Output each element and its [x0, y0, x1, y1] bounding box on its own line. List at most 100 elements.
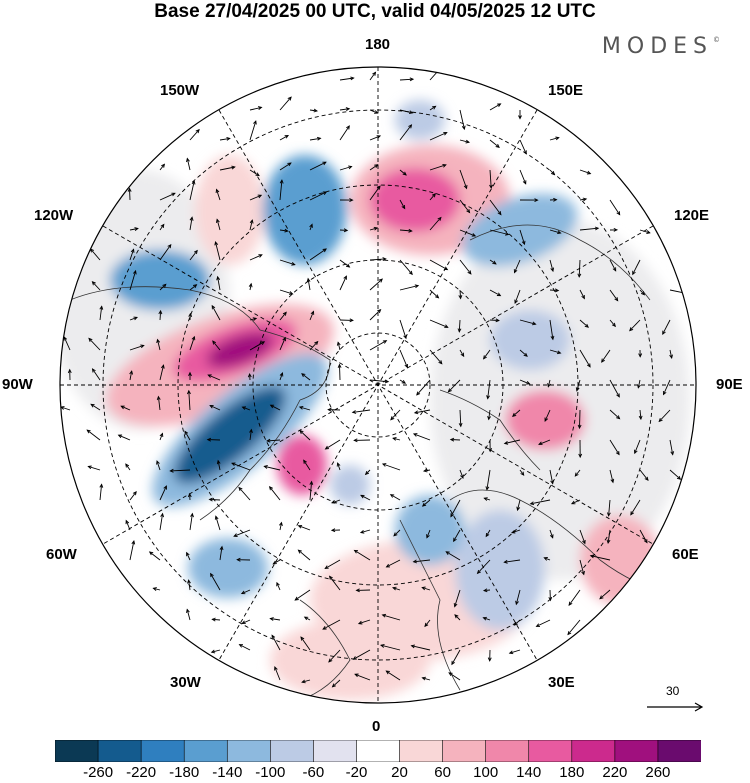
wind-arrow-head: [638, 353, 643, 358]
wind-arrow: [129, 228, 138, 231]
wind-arrow: [157, 396, 161, 411]
wind-arrow-head: [349, 198, 354, 203]
wind-arrow-head: [301, 679, 306, 684]
wind-arrow: [270, 618, 281, 621]
wind-arrow: [369, 379, 389, 383]
wind-arrow: [299, 406, 311, 411]
wind-arrow: [328, 649, 341, 663]
colorbar-tick-label: 60: [434, 764, 451, 781]
wind-arrow: [186, 609, 191, 621]
wind-arrow: [159, 433, 163, 441]
wind-arrow-head: [248, 282, 253, 288]
wind-arrow: [322, 619, 341, 630]
wind-arrow-head: [163, 485, 167, 490]
wind-arrow-head: [313, 108, 319, 113]
lon-label-120w: 120W: [34, 207, 74, 224]
wind-arrow-head: [453, 537, 457, 543]
wind-arrow: [380, 644, 401, 651]
wind-arrow-head: [306, 277, 311, 283]
wind-arrow: [301, 679, 311, 683]
wind-arrow-head: [488, 448, 493, 453]
wind-arrow-head: [485, 532, 490, 538]
wind-arrow-head: [412, 433, 418, 437]
wind-arrow-head: [348, 165, 353, 170]
wind-arrow-head: [131, 539, 136, 545]
wind-arrow: [609, 319, 616, 327]
wind-arrow: [429, 164, 447, 171]
wind-arrow-head: [408, 228, 413, 233]
wind-arrow-head: [483, 497, 488, 501]
wind-arrow: [536, 619, 551, 627]
wind-arrow-head: [438, 67, 443, 70]
wind-arrow: [609, 409, 620, 420]
wind-arrow: [88, 338, 101, 351]
wind-arrow: [486, 469, 491, 490]
wind-arrow: [630, 499, 641, 516]
wind-arrow-head: [120, 405, 125, 410]
wind-arrow-head: [458, 422, 463, 428]
wind-arrow: [399, 349, 408, 368]
wind-arrow-head: [556, 350, 562, 355]
wind-arrow-head: [529, 501, 535, 506]
wind-arrow-head: [328, 575, 333, 580]
wind-arrow-head: [207, 374, 212, 378]
wind-arrow: [429, 349, 443, 364]
wind-arrow: [669, 439, 674, 455]
wind-arrow: [216, 219, 221, 231]
wind-arrow-head: [485, 486, 490, 491]
wind-arrow-head: [240, 590, 246, 595]
wind-arrow: [549, 229, 561, 234]
wind-arrow: [159, 283, 167, 291]
colorbar-swatch: [183, 740, 228, 762]
wind-arrow-head: [380, 644, 385, 648]
wind-arrow: [159, 365, 164, 381]
wind-arrow-head: [284, 228, 289, 233]
wind-arrow: [90, 403, 101, 411]
lon-label-150w: 150W: [160, 82, 200, 99]
wind-arrow-head: [343, 275, 347, 280]
wind-arrow: [125, 463, 131, 471]
colorbar-tick-label: 220: [602, 764, 628, 781]
wind-arrow-head: [263, 465, 268, 469]
wind-arrow-head: [463, 184, 468, 190]
wind-arrow-head: [241, 620, 246, 625]
wind-arrow-head: [547, 383, 551, 388]
colorbar-tick-label: 20: [391, 764, 408, 781]
wind-arrow: [215, 516, 221, 531]
wind-arrow: [426, 529, 431, 538]
wind-arrow: [669, 349, 673, 359]
wind-arrow-head: [577, 424, 582, 430]
colorbar-swatch: [140, 740, 185, 762]
wind-arrow-head: [508, 650, 514, 655]
wind-arrow: [519, 229, 525, 245]
wind-arrow: [231, 462, 251, 471]
wind-arrow-head: [287, 162, 292, 167]
wind-arrow-head: [492, 260, 497, 265]
wind-arrow-head: [303, 459, 307, 464]
wind-arrow-head: [337, 363, 342, 368]
wind-arrow: [189, 513, 193, 531]
wind-arrow-head: [373, 226, 379, 231]
wind-arrow: [217, 276, 221, 291]
wind-arrow-head: [210, 572, 214, 578]
wind-arrow: [129, 344, 144, 351]
wind-arrow: [450, 439, 461, 441]
wind-arrow-head: [578, 453, 583, 459]
wind-arrow-head: [662, 330, 666, 336]
wind-arrow-head: [330, 528, 336, 533]
wind-arrow-head: [87, 465, 92, 470]
wind-arrow: [424, 619, 431, 627]
wind-arrow-head: [67, 368, 72, 374]
wind-arrow: [325, 439, 341, 450]
wind-arrow-head: [359, 529, 365, 534]
wind-arrow-head: [421, 676, 426, 681]
wind-arrow-head: [303, 616, 309, 621]
wind-arrow: [393, 529, 401, 537]
wind-arrow: [549, 137, 559, 141]
wind-arrow-head: [513, 269, 518, 274]
wind-arrow: [309, 161, 327, 171]
wind-arrow: [86, 429, 101, 441]
wind-arrow: [632, 259, 641, 275]
brand-logo: MODES©: [602, 34, 720, 59]
wind-arrow: [489, 199, 502, 215]
